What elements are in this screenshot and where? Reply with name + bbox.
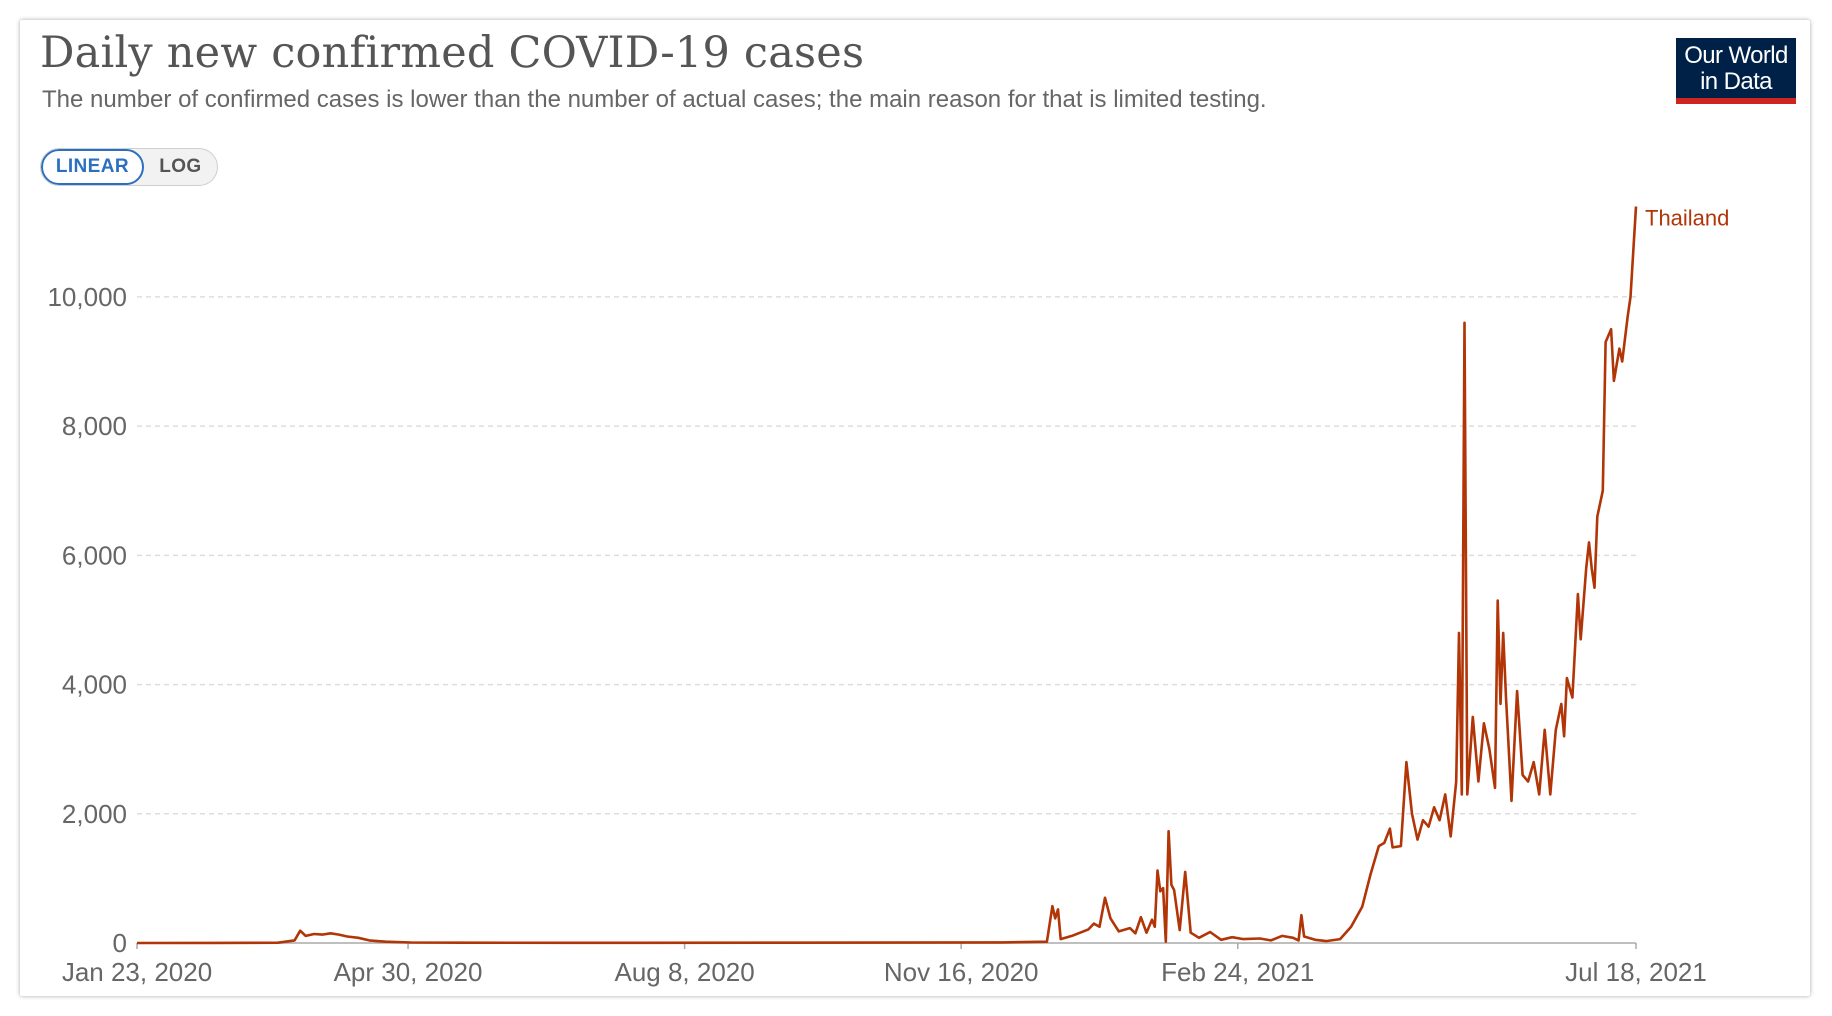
series-line-thailand[interactable] [136, 206, 1638, 945]
x-tick-label: Apr 30, 2020 [334, 957, 483, 987]
y-tick-label: 0 [113, 928, 127, 958]
logo-line-1: Our World [1684, 42, 1788, 69]
x-tick-label: Jul 18, 2021 [1565, 957, 1707, 987]
series-layer: Thailand [136, 205, 1729, 945]
y-tick-label: 2,000 [62, 799, 127, 829]
chart-card [20, 20, 1810, 996]
gridlines [137, 296, 1636, 815]
axes: 0 2,000 4,000 6,000 8,000 10,000 Jan 23, 2020 A… [47, 282, 1706, 987]
y-tick-label: 6,000 [62, 540, 127, 570]
linear-scale-button[interactable]: LINEAR [41, 149, 144, 185]
chart-title: Daily new confirmed COVID-19 cases [40, 28, 865, 78]
y-tick-label: 10,000 [47, 282, 127, 312]
x-tick-label: Nov 16, 2020 [884, 957, 1039, 987]
y-tick-label: 4,000 [62, 670, 127, 700]
logo-line-2: in Data [1700, 68, 1772, 95]
x-tick-label: Jan 23, 2020 [62, 957, 212, 987]
x-tick-label: Aug 8, 2020 [614, 957, 754, 987]
logo-accent-bar [1676, 98, 1796, 104]
scale-toggle: LINEAR LOG [40, 148, 218, 186]
series-label: Thailand [1645, 205, 1729, 230]
x-tick-label: Feb 24, 2021 [1161, 957, 1314, 987]
y-tick-label: 8,000 [62, 411, 127, 441]
owid-logo[interactable]: Our World in Data [1676, 38, 1796, 104]
chart-subtitle: The number of confirmed cases is lower t… [42, 86, 1267, 113]
log-scale-button[interactable]: LOG [159, 156, 202, 177]
